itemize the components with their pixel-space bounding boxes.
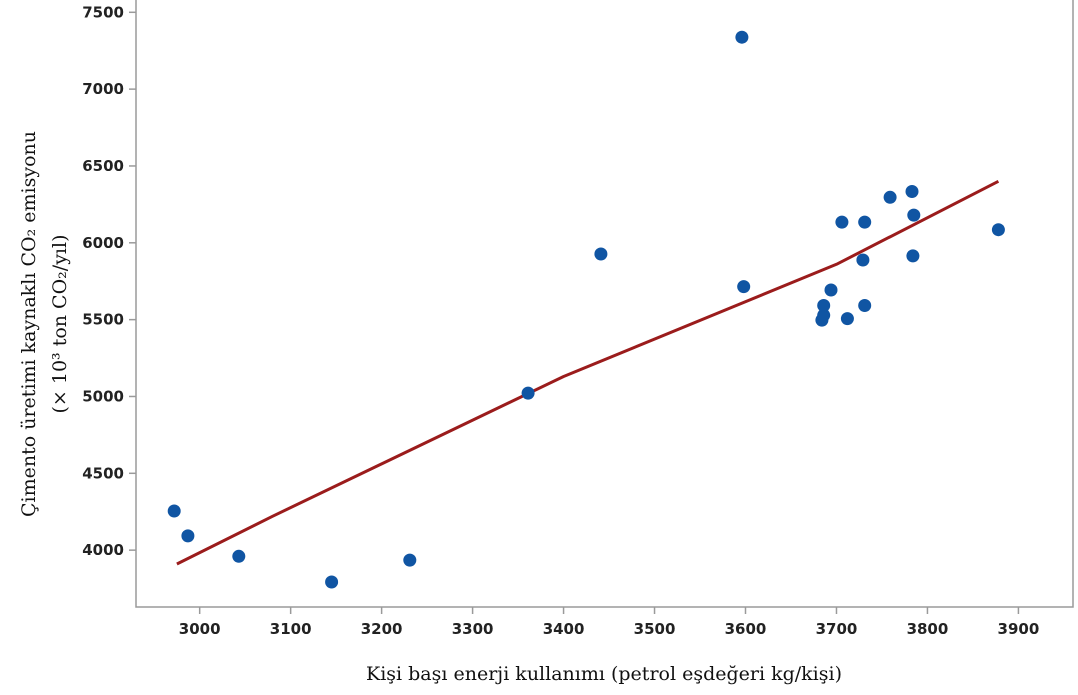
data-point <box>521 386 535 400</box>
x-tick-label: 3500 <box>634 620 676 638</box>
x-axis-title: Kişi başı enerji kullanımı (petrol eşdeğ… <box>366 663 842 685</box>
axes <box>135 0 1074 608</box>
data-point <box>905 185 919 198</box>
data-point <box>856 253 870 267</box>
y-tick-label: 7000 <box>82 80 124 98</box>
data-point <box>181 529 195 543</box>
data-point <box>835 215 849 229</box>
y-axis-title: Çimento üretimi kaynaklı CO₂ emisyonu <box>18 131 40 517</box>
data-point <box>858 215 872 229</box>
data-point <box>737 280 751 294</box>
x-tick-label: 3200 <box>361 620 403 638</box>
x-axis-ticks: 3000 3100 3200 3300 3400 3500 3600 3700 3800 3900 <box>179 607 1039 638</box>
y-tick-label: 5000 <box>82 387 124 405</box>
data-point <box>858 299 872 312</box>
x-tick-label: 3800 <box>907 620 949 638</box>
data-point <box>883 190 897 204</box>
data-point <box>840 312 854 326</box>
data-point <box>403 553 417 567</box>
data-point <box>232 549 246 563</box>
x-tick-label: 3000 <box>179 620 221 638</box>
data-point <box>906 249 920 263</box>
data-point <box>735 30 749 44</box>
data-point <box>817 308 831 322</box>
y-tick-label: 5500 <box>82 311 124 329</box>
points-layer <box>167 30 1005 589</box>
y-axis-ticks: 4000 4500 5000 5500 6000 6500 7000 7500 <box>82 3 136 559</box>
y-tick-label: 6000 <box>82 234 124 252</box>
data-point <box>167 504 181 518</box>
data-point <box>824 283 838 297</box>
fit-line <box>176 179 1000 566</box>
y-axis-subtitle: (× 10³ ton CO₂/yıl) <box>49 235 71 414</box>
y-tick-label: 4500 <box>82 464 124 482</box>
x-tick-label: 3300 <box>452 620 494 638</box>
x-tick-label: 3100 <box>270 620 312 638</box>
x-tick-label: 3700 <box>816 620 858 638</box>
data-point <box>594 247 608 261</box>
y-tick-label: 4000 <box>82 541 124 559</box>
data-point <box>991 223 1005 237</box>
plot-frame <box>135 0 1074 608</box>
x-tick-label: 3900 <box>998 620 1040 638</box>
y-tick-label: 7500 <box>82 3 124 21</box>
y-tick-label: 6500 <box>82 157 124 175</box>
fit-line-layer <box>176 179 1000 566</box>
data-point <box>325 575 339 589</box>
x-tick-label: 3600 <box>725 620 767 638</box>
data-point <box>907 208 921 222</box>
x-tick-label: 3400 <box>543 620 585 638</box>
data-point <box>817 299 831 312</box>
